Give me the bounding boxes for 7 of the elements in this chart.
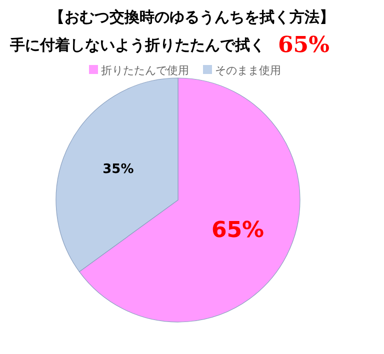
chart-subtitle: 手に付着しないよう折りたたんで拭く bbox=[9, 36, 265, 54]
legend-label: 折りたたんで使用 bbox=[101, 64, 189, 77]
data-label: 35% bbox=[102, 162, 134, 178]
data-label: 65% bbox=[211, 218, 264, 243]
chart-title: 【おむつ交換時のゆるうんちを拭く方法】 bbox=[50, 8, 334, 26]
text: 65% bbox=[278, 32, 330, 58]
legend-label: そのまま使用 bbox=[215, 64, 281, 77]
